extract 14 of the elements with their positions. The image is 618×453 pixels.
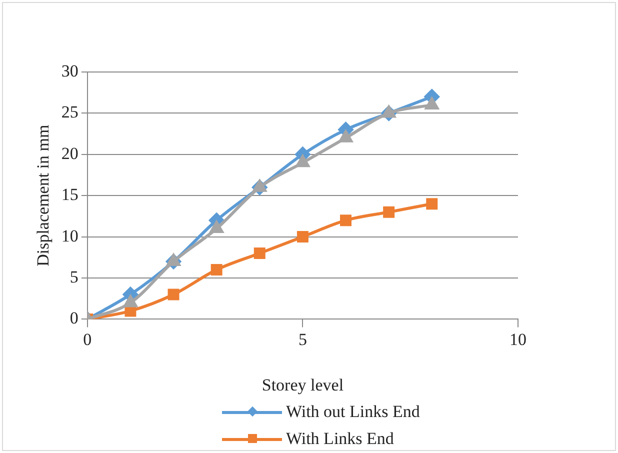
y-tick-label: 20 — [61, 144, 78, 163]
x-tick-label: 10 — [510, 330, 526, 349]
y-tick-label: 25 — [61, 102, 78, 122]
y-tick-label: 0 — [70, 308, 78, 328]
legend-label: With out Links End — [286, 402, 420, 422]
y-tick-label: 15 — [61, 185, 78, 204]
x-tick-label: 0 — [83, 330, 92, 349]
x-axis-title: Storey level — [262, 375, 344, 394]
y-tick-label: 5 — [70, 267, 78, 286]
legend-label: With Links End — [286, 428, 394, 448]
y-tick-label: 10 — [61, 226, 78, 246]
y-axis-title: Displacement in mm — [34, 124, 53, 266]
y-tick-label: 30 — [61, 61, 78, 80]
x-tick-label: 5 — [298, 330, 307, 349]
